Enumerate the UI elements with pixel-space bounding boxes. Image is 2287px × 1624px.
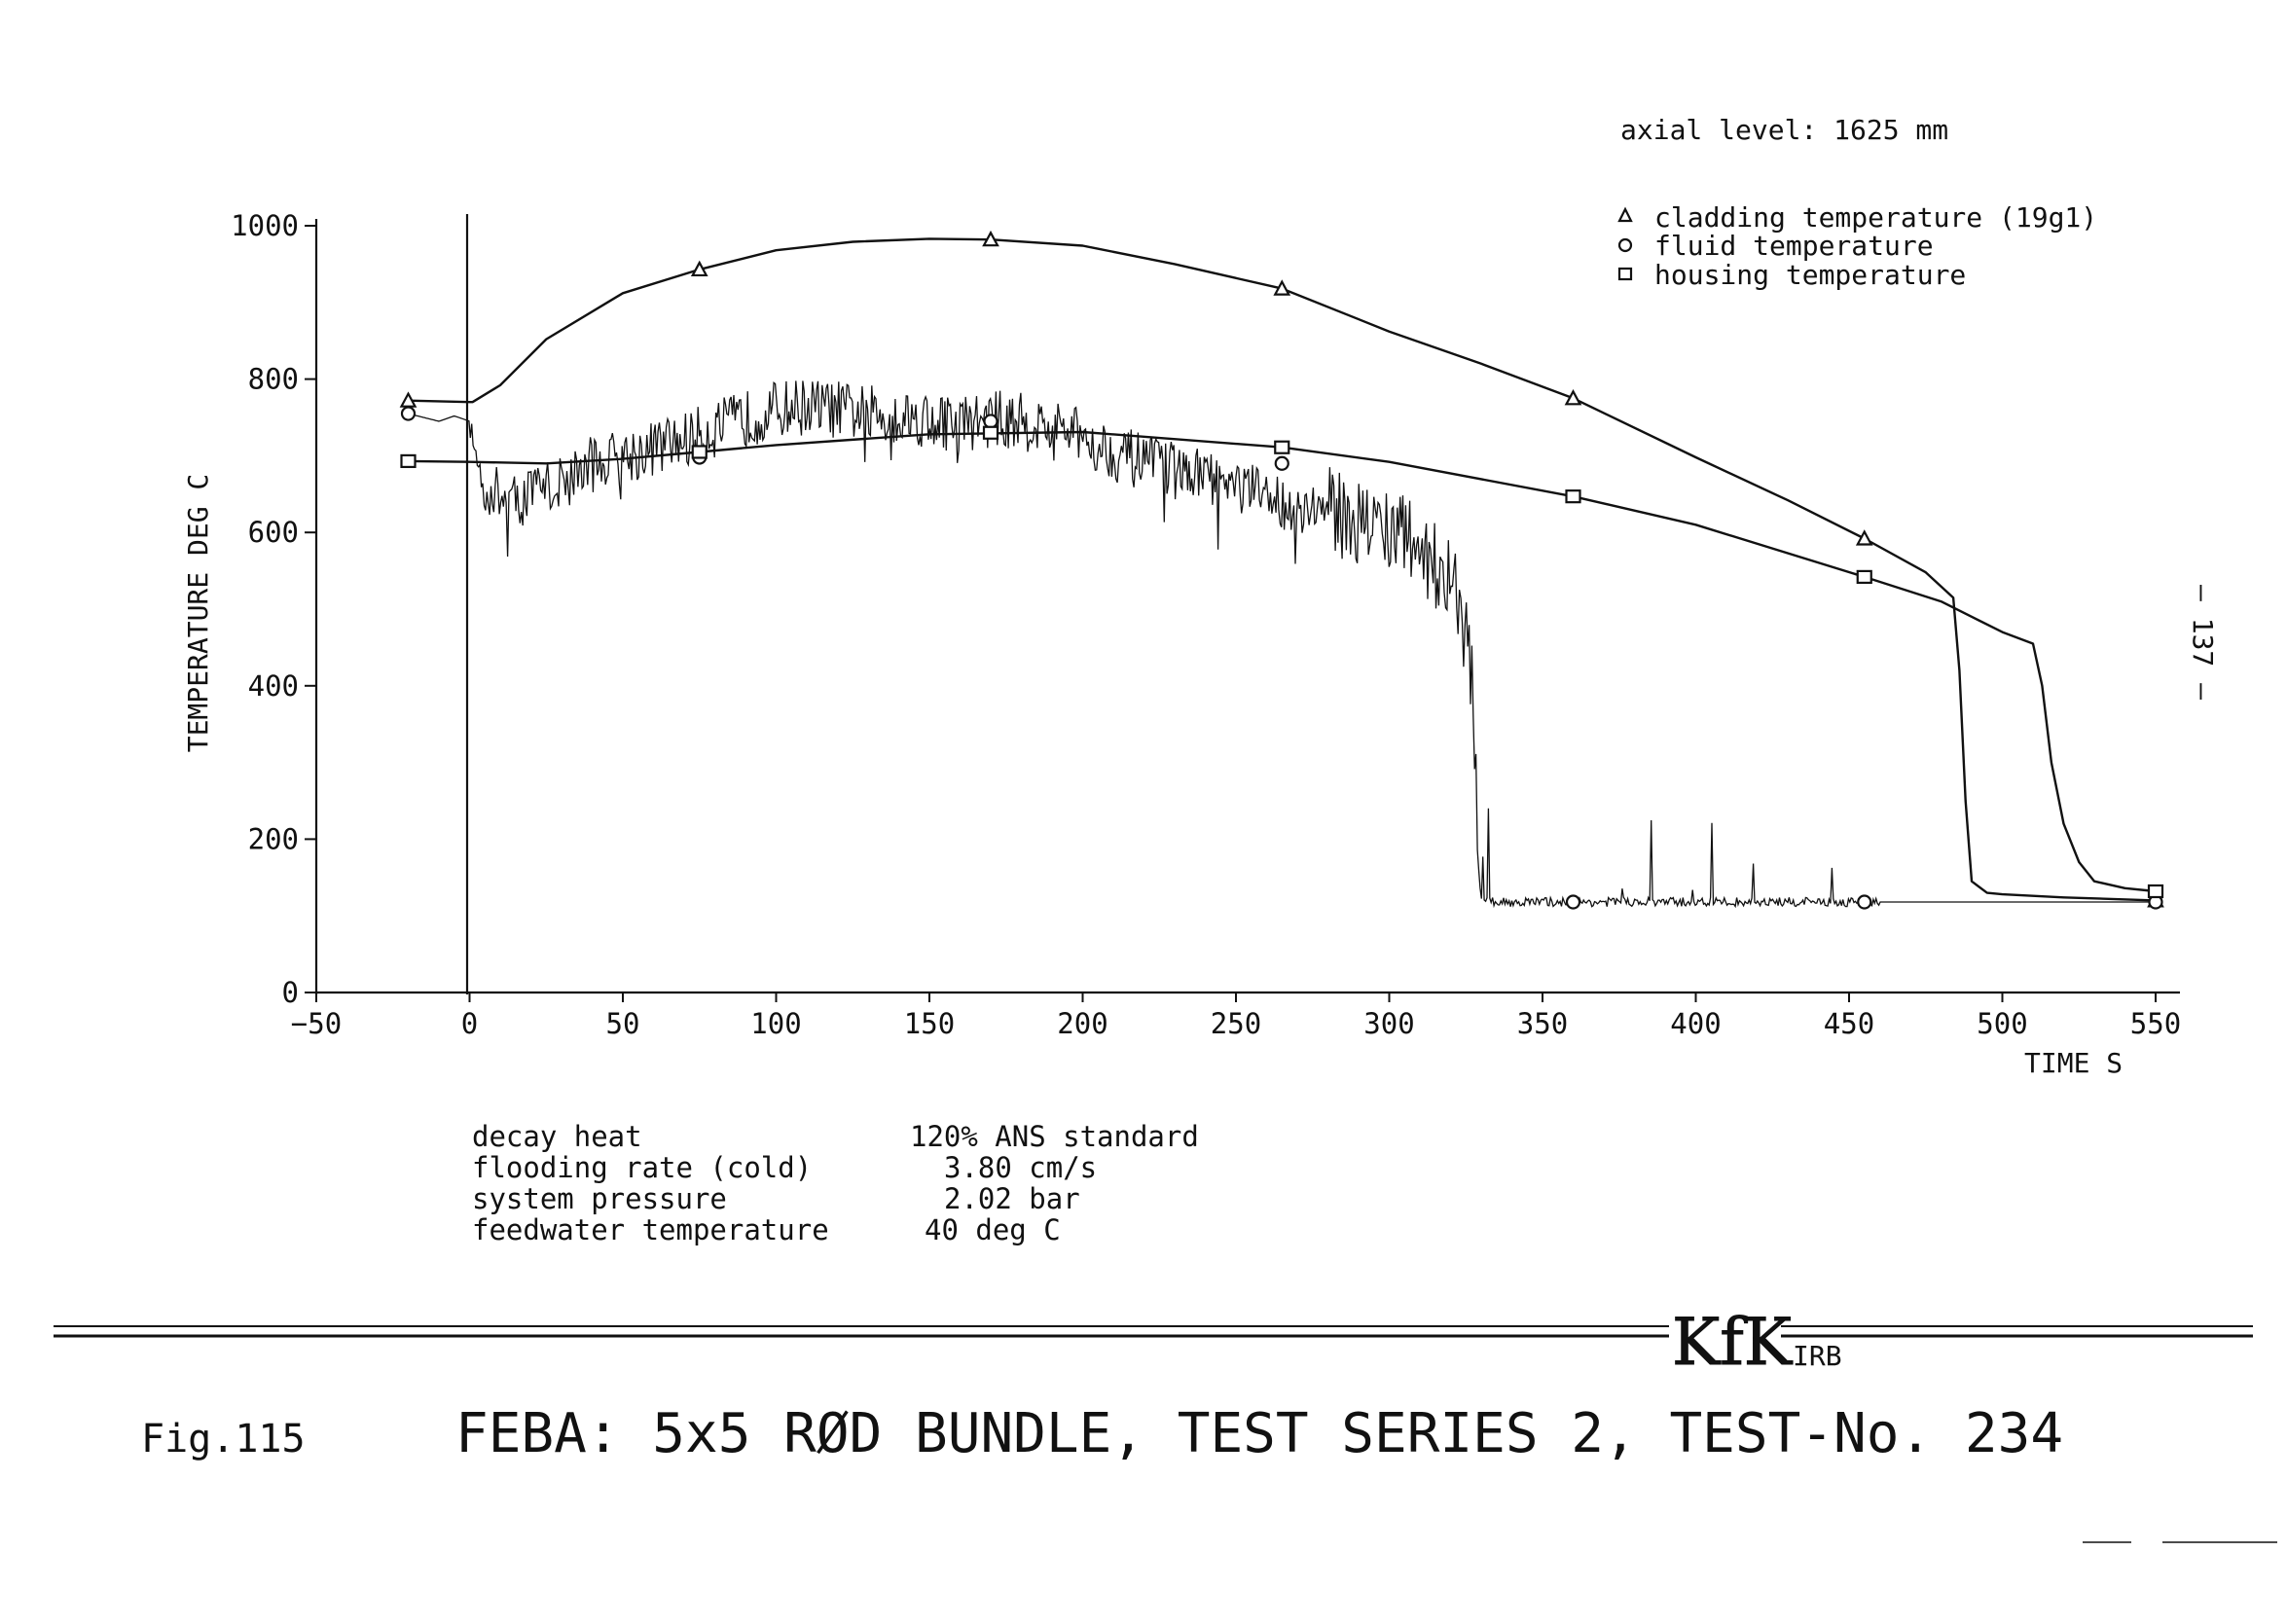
legend-entry-housing: housing temperature — [1654, 259, 1966, 291]
cladding-marker — [690, 260, 708, 277]
legend: cladding temperature (19g1) fluid temper… — [1617, 201, 2097, 291]
param-value-feedwater-temp: 40 deg C — [925, 1213, 1061, 1246]
housing-marker — [982, 425, 999, 440]
series-layer — [408, 237, 2157, 909]
param-label-system-pressure: system pressure — [472, 1182, 727, 1215]
x-tick-label: −50 — [291, 1007, 342, 1040]
fluid-marker — [1565, 894, 1581, 910]
figure-number: Fig.115 — [141, 1417, 306, 1462]
y-ticks: 0 200 400 600 800 1000 — [231, 209, 316, 1009]
y-tick-label: 600 — [248, 516, 299, 549]
param-label-decay-heat: decay heat — [472, 1120, 642, 1153]
x-tick-label: 0 — [461, 1007, 478, 1040]
y-tick-label: 200 — [248, 822, 299, 855]
housing-temperature-line — [408, 430, 2157, 893]
cladding-marker — [1273, 279, 1291, 296]
housing-marker — [691, 445, 708, 459]
legend-circle-icon — [1617, 237, 1633, 253]
param-value-system-pressure: 2.02 bar — [944, 1182, 1080, 1215]
y-tick-label: 800 — [248, 363, 299, 396]
x-axis-title: TIME S — [2024, 1047, 2123, 1079]
x-tick-label: 150 — [904, 1007, 955, 1040]
marker-layer — [399, 230, 2164, 910]
x-tick-label: 200 — [1057, 1007, 1107, 1040]
y-tick-label: 0 — [282, 976, 299, 1009]
footer-rule — [54, 1325, 2253, 1338]
axes: −50 0 50 100 150 200 250 300 350 400 450 500 550 020… — [231, 209, 2181, 1040]
y-axis-title: TEMPERATURE DEG C — [182, 474, 214, 753]
fluid-marker — [983, 414, 998, 429]
housing-marker — [1274, 440, 1290, 454]
x-tick-label: 450 — [1824, 1007, 1874, 1040]
kfk-logo-mark: KfK — [1672, 1305, 1794, 1380]
x-tick-label: 550 — [2130, 1007, 2181, 1040]
x-tick-label: 500 — [1977, 1007, 2027, 1040]
x-tick-label: 100 — [750, 1007, 801, 1040]
cladding-temperature-line — [408, 237, 2157, 902]
x-tick-label: 350 — [1517, 1007, 1568, 1040]
kfk-logo: KfK IRB — [1672, 1305, 1842, 1381]
param-value-decay-heat: 120% ANS standard — [910, 1120, 1199, 1153]
cladding-marker — [982, 230, 999, 247]
side-page-number: — 137 — — [2187, 585, 2219, 700]
x-tick-label: 300 — [1363, 1007, 1414, 1040]
housing-marker — [2147, 884, 2164, 899]
cladding-marker — [1855, 529, 1873, 546]
parameter-block: decay heat flooding rate (cold) system p… — [472, 1120, 1199, 1246]
legend-entry-cladding: cladding temperature (19g1) — [1654, 201, 2097, 234]
param-label-flooding-rate: flooding rate (cold) — [472, 1151, 812, 1184]
legend-square-icon — [1617, 267, 1633, 281]
x-tick-label: 50 — [606, 1007, 640, 1040]
axial-level-label: axial level: 1625 mm — [1620, 114, 1948, 146]
housing-marker — [400, 453, 417, 469]
y-tick-label: 1000 — [231, 209, 299, 242]
kfk-logo-suffix: IRB — [1793, 1340, 1842, 1372]
fluid-marker — [1857, 894, 1872, 910]
fluid-marker — [400, 406, 417, 421]
legend-entry-fluid: fluid temperature — [1654, 230, 1934, 262]
y-tick-label: 400 — [248, 669, 299, 703]
housing-marker — [1856, 569, 1872, 585]
x-ticks: −50 0 50 100 150 200 250 300 350 400 450 500 550 — [291, 992, 2181, 1040]
fluid-marker — [1274, 455, 1289, 471]
x-tick-label: 400 — [1670, 1007, 1721, 1040]
param-label-feedwater-temp: feedwater temperature — [472, 1213, 829, 1246]
figure-caption: FEBA: 5x5 RØD BUNDLE, TEST SERIES 2, TES… — [455, 1402, 2063, 1465]
cladding-marker — [1564, 388, 1582, 406]
housing-marker — [1565, 489, 1581, 504]
legend-triangle-icon — [1617, 206, 1633, 223]
param-value-flooding-rate: 3.80 cm/s — [944, 1151, 1097, 1184]
x-tick-label: 250 — [1211, 1007, 1261, 1040]
